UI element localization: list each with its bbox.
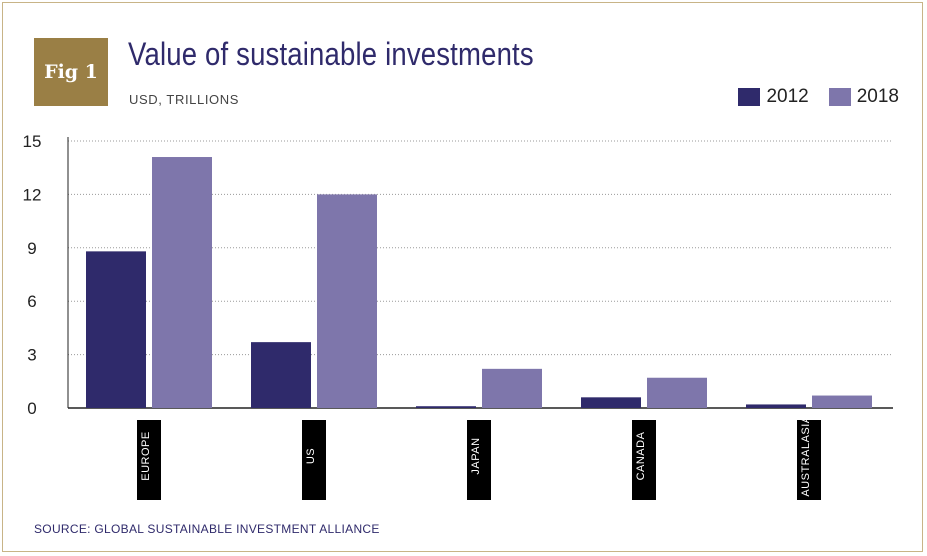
y-tick-label: 3 [27,346,36,365]
legend-label-2012: 2012 [766,86,809,107]
bar-2018-australasia [812,395,872,408]
bar-2018-japan [482,368,542,408]
category-label-europe: EUROPE [140,431,152,480]
category-label-box [467,420,491,500]
y-tick-label: 6 [27,292,36,311]
bar-2018-canada [647,377,707,408]
y-tick-label: 15 [23,132,42,151]
bar-2012-canada [581,397,641,408]
category-label-box [632,420,656,500]
category-label-box [302,420,326,500]
chart-subtitle: USD, TRILLIONS [129,92,240,107]
legend-swatch-2012 [738,88,761,106]
y-tick-label: 9 [27,239,36,258]
legend-swatch-2018 [828,88,851,106]
bar-2012-japan [416,406,476,408]
category-label-canada: CANADA [635,431,647,480]
category-label-us: US [305,448,317,464]
legend-item-2012: 2012 [738,86,809,108]
bar-2018-us [317,194,377,408]
figure-badge-text: Fig 1 [44,61,98,83]
bar-2012-us [251,342,311,408]
category-label-box [137,420,161,500]
bar-2018-europe [152,157,212,408]
source-note: SOURCE: GLOBAL SUSTAINABLE INVESTMENT AL… [34,522,380,536]
chart-legend: 2012 2018 [718,86,899,108]
category-label-australasia: AUSTRALASIA [800,415,812,496]
bar-2012-australasia [746,404,806,408]
category-label-japan: JAPAN [470,437,482,474]
legend-label-2018: 2018 [856,86,899,107]
figure-badge: Fig 1 [34,38,108,106]
y-tick-label: 12 [23,185,42,204]
bar-2012-europe [86,251,146,408]
legend-item-2018: 2018 [828,86,899,108]
y-tick-label: 0 [27,399,36,418]
category-label-box [797,420,821,500]
chart-title: Value of sustainable investments [128,36,534,72]
